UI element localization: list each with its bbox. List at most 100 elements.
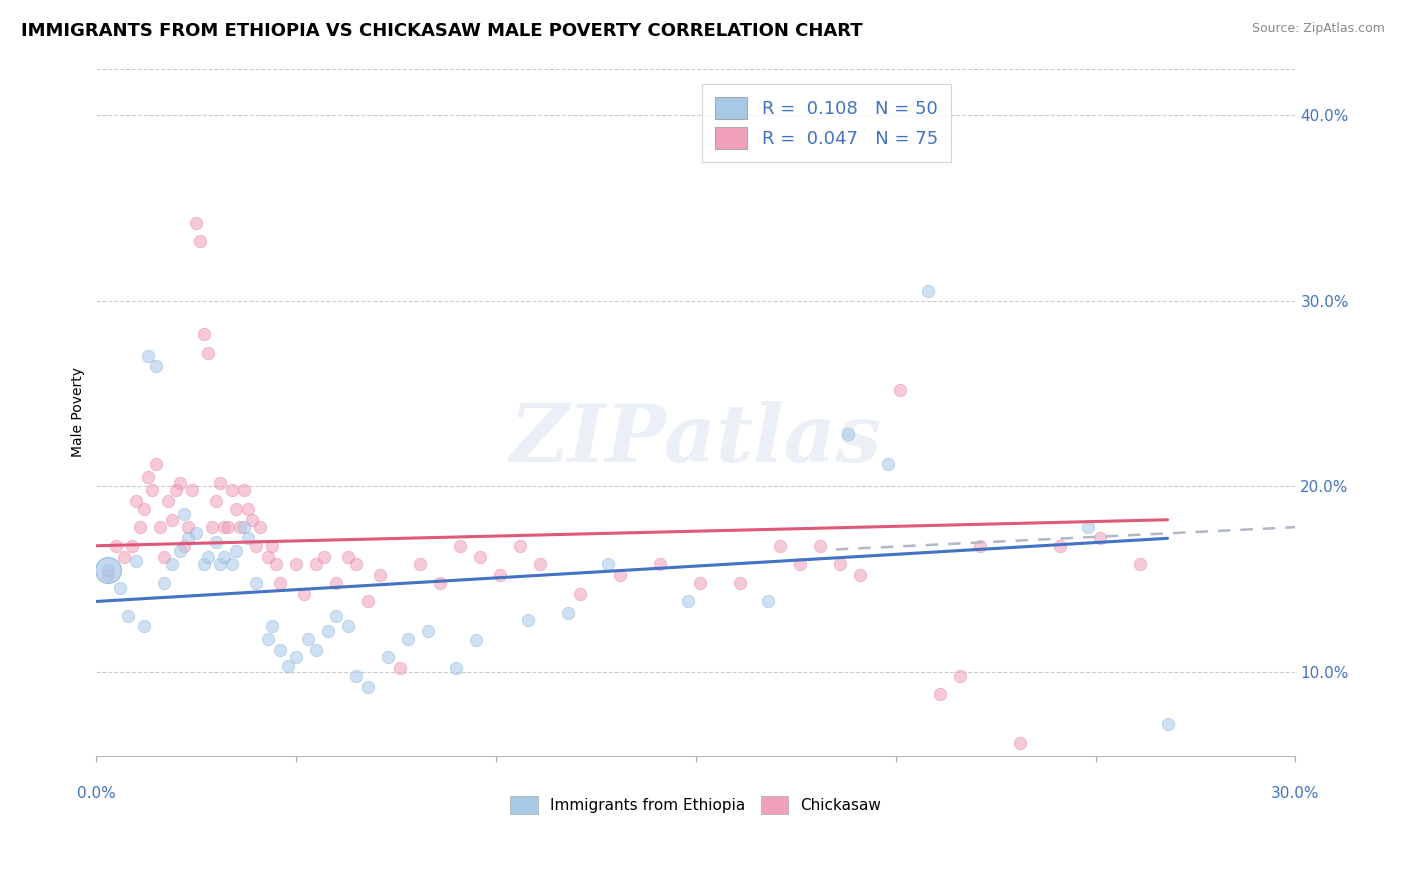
Point: [449, 539, 471, 553]
Point: [125, 553, 148, 567]
Point: [325, 609, 347, 624]
Point: [305, 642, 328, 657]
Point: [145, 457, 167, 471]
Point: [337, 549, 360, 564]
Point: [205, 494, 228, 508]
Point: [212, 520, 235, 534]
Point: [917, 285, 939, 299]
Point: [876, 457, 898, 471]
Point: [756, 594, 779, 608]
Point: [229, 520, 252, 534]
Point: [264, 558, 287, 572]
Point: [134, 618, 156, 632]
Point: [396, 632, 419, 646]
Point: [157, 494, 180, 508]
Point: [249, 520, 271, 534]
Point: [344, 558, 367, 572]
Point: [596, 558, 619, 572]
Point: [277, 659, 299, 673]
Point: [177, 520, 200, 534]
Point: [269, 575, 291, 590]
Point: [165, 483, 187, 497]
Point: [344, 669, 367, 683]
Point: [849, 568, 872, 582]
Point: [377, 650, 399, 665]
Point: [201, 520, 224, 534]
Point: [97, 568, 120, 582]
Point: [141, 483, 163, 497]
Text: IMMIGRANTS FROM ETHIOPIA VS CHICKASAW MALE POVERTY CORRELATION CHART: IMMIGRANTS FROM ETHIOPIA VS CHICKASAW MA…: [21, 22, 863, 40]
Point: [789, 558, 811, 572]
Point: [465, 633, 488, 648]
Point: [225, 544, 247, 558]
Point: [529, 558, 551, 572]
Point: [121, 539, 143, 553]
Point: [153, 575, 176, 590]
Point: [269, 642, 291, 657]
Point: [557, 606, 579, 620]
Point: [285, 558, 308, 572]
Point: [297, 632, 319, 646]
Point: [292, 587, 315, 601]
Point: [325, 575, 347, 590]
Text: Source: ZipAtlas.com: Source: ZipAtlas.com: [1251, 22, 1385, 36]
Point: [889, 383, 911, 397]
Point: [468, 549, 491, 564]
Point: [969, 539, 991, 553]
Point: [110, 582, 132, 596]
Point: [181, 483, 204, 497]
Point: [808, 539, 831, 553]
Point: [728, 575, 751, 590]
Point: [125, 494, 148, 508]
Point: [609, 568, 631, 582]
Point: [136, 349, 159, 363]
Point: [145, 359, 167, 373]
Point: [193, 327, 215, 342]
Point: [197, 549, 219, 564]
Point: [212, 549, 235, 564]
Point: [188, 234, 211, 248]
Point: [416, 624, 439, 639]
Text: ZIPatlas: ZIPatlas: [510, 401, 882, 478]
Point: [676, 594, 699, 608]
Point: [1088, 531, 1111, 545]
Point: [136, 470, 159, 484]
Legend: Immigrants from Ethiopia, Chickasaw: Immigrants from Ethiopia, Chickasaw: [502, 787, 890, 823]
Point: [186, 525, 208, 540]
Point: [569, 587, 592, 601]
Point: [169, 475, 191, 490]
Point: [1077, 520, 1099, 534]
Point: [262, 539, 284, 553]
Point: [389, 661, 412, 675]
Point: [509, 539, 531, 553]
Point: [169, 544, 191, 558]
Point: [1008, 735, 1031, 749]
Y-axis label: Male Poverty: Male Poverty: [72, 367, 86, 457]
Point: [238, 531, 260, 545]
Point: [285, 650, 308, 665]
Point: [314, 549, 336, 564]
Point: [357, 594, 380, 608]
Point: [357, 680, 380, 694]
Point: [409, 558, 432, 572]
Point: [245, 539, 267, 553]
Text: 30.0%: 30.0%: [1271, 786, 1320, 801]
Point: [162, 558, 184, 572]
Point: [949, 669, 972, 683]
Point: [928, 687, 950, 701]
Point: [444, 661, 467, 675]
Point: [97, 563, 120, 577]
Point: [209, 558, 232, 572]
Point: [316, 624, 339, 639]
Point: [517, 613, 540, 627]
Point: [193, 558, 215, 572]
Point: [257, 632, 280, 646]
Point: [837, 427, 859, 442]
Point: [112, 549, 135, 564]
Point: [828, 558, 851, 572]
Point: [105, 539, 128, 553]
Point: [368, 568, 391, 582]
Point: [1129, 558, 1152, 572]
Text: 0.0%: 0.0%: [77, 786, 115, 801]
Point: [205, 535, 228, 549]
